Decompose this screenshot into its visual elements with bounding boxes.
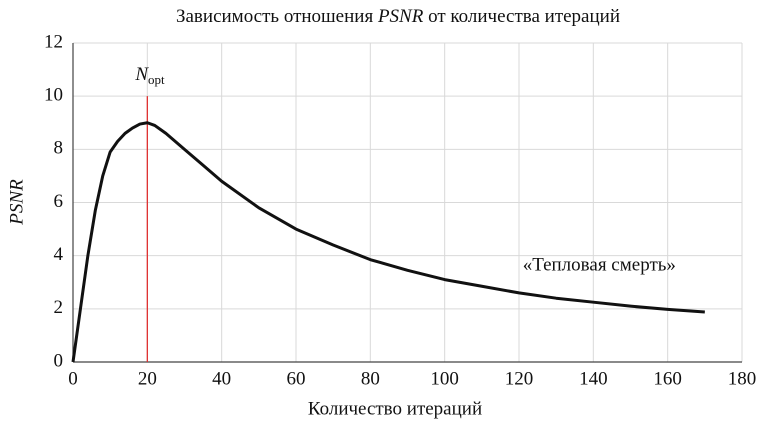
y-tick-label: 10 (44, 85, 63, 106)
x-axis-label: Количество итераций (308, 398, 482, 419)
x-tick-label: 100 (430, 368, 459, 389)
y-tick-label: 4 (54, 244, 64, 265)
annotation: «Тепловая смерть» (523, 255, 676, 276)
x-tick-label: 80 (361, 368, 380, 389)
optimum-label: Nopt (134, 65, 165, 88)
x-tick-label: 40 (212, 368, 231, 389)
optimum-label-sub: opt (148, 72, 165, 87)
y-tick-label: 12 (44, 31, 63, 52)
title-part: Зависимость отношения (176, 6, 378, 27)
curve (71, 121, 705, 363)
x-tick-label: 60 (287, 368, 306, 389)
x-tick-label: 140 (579, 368, 608, 389)
y-tick-label: 6 (54, 191, 64, 212)
y-tick-label: 0 (54, 350, 64, 371)
title-part: от количества итераций (423, 6, 620, 27)
optimum-label-main: N (134, 65, 149, 86)
y-tick-label: 8 (54, 138, 64, 159)
chart-title: Зависимость отношения PSNR от количества… (176, 6, 620, 27)
x-tick-label: 160 (653, 368, 682, 389)
x-tick-label: 120 (505, 368, 534, 389)
y-axis-label: PSNR (6, 179, 27, 226)
x-tick-label: 180 (728, 368, 757, 389)
x-tick-label: 20 (138, 368, 157, 389)
y-tick-label: 2 (54, 297, 64, 318)
title-part: PSNR (377, 6, 424, 27)
x-tick-label: 0 (68, 368, 78, 389)
